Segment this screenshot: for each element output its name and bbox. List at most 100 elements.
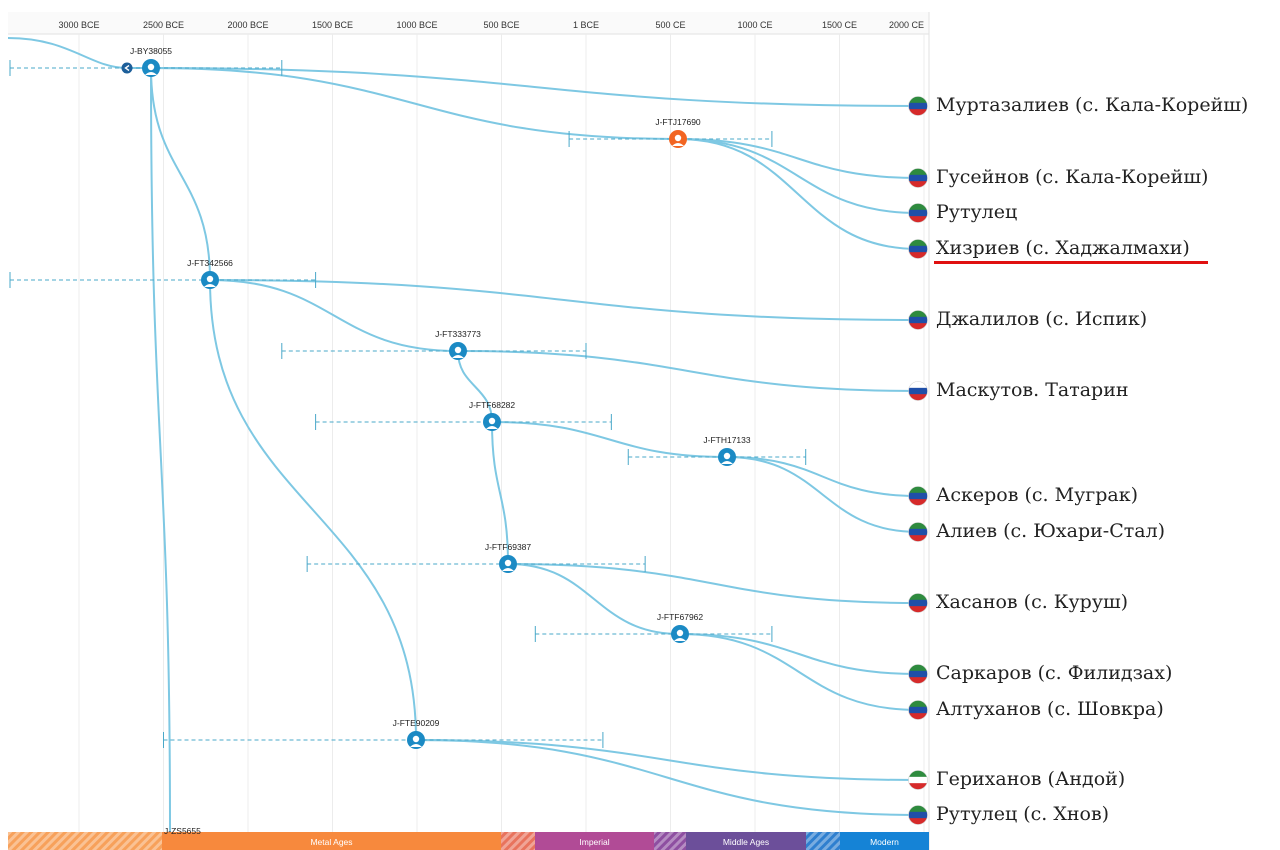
person-head-icon	[488, 417, 496, 425]
person-body-icon	[204, 284, 216, 287]
sample-label[interactable]: Саркаров (с. Филидзах)	[936, 662, 1173, 684]
tick-label: 1500 CE	[822, 20, 857, 30]
era-label: Metal Ages	[310, 837, 352, 847]
branch-line	[209, 279, 417, 741]
tree-node[interactable]: J-FTF68282	[469, 400, 516, 431]
flag-border	[908, 664, 928, 684]
branch-line	[726, 456, 919, 533]
sample-label[interactable]: Хизриев (с. Хаджалмахи)	[936, 237, 1190, 259]
sample-label[interactable]: Аскеров (с. Муграк)	[936, 484, 1138, 506]
era-segment: Metal Ages	[162, 832, 501, 850]
bottom-branch	[150, 67, 171, 833]
branch-line	[677, 138, 919, 214]
flag-icon	[908, 805, 928, 825]
person-body-icon	[674, 638, 686, 641]
branch-line	[415, 739, 919, 781]
flag-border	[908, 770, 928, 790]
tree-node[interactable]: J-FTE90209	[393, 718, 440, 749]
tick-label: 2500 BCE	[143, 20, 184, 30]
era-label: Imperial	[579, 837, 609, 847]
tree-node[interactable]: J-FT342566	[187, 258, 233, 289]
bottom-node-label: J-ZS5655	[164, 826, 201, 836]
person-head-icon	[504, 559, 512, 567]
node-label: J-FTH17133	[703, 435, 751, 445]
flag-icon	[908, 203, 928, 223]
sample-label[interactable]: Маскутов. Татарин	[936, 379, 1129, 401]
person-head-icon	[454, 346, 462, 354]
flag-icon	[908, 700, 928, 720]
node-label: J-FTF67962	[657, 612, 704, 622]
tree-node[interactable]: J-FT333773	[435, 329, 481, 360]
tree-node[interactable]: J-FTF69387	[485, 542, 532, 573]
era-segment: Middle Ages	[686, 832, 806, 850]
branch-line	[415, 739, 919, 816]
collapse-dot	[121, 62, 133, 74]
sample-label[interactable]: Гусейнов (с. Кала-Корейш)	[936, 166, 1209, 188]
tick-label: 1000 BCE	[396, 20, 437, 30]
sample-label[interactable]: Рутулец	[936, 201, 1018, 223]
timeline-header-bg	[8, 12, 929, 34]
flag-icon	[908, 770, 928, 790]
node-label: J-FTJ17690	[655, 117, 701, 127]
branch-line	[209, 279, 459, 352]
sample-label[interactable]: Гериханов (Андой)	[936, 768, 1126, 790]
person-head-icon	[723, 452, 731, 460]
node-label: J-FT333773	[435, 329, 481, 339]
flag-icon	[908, 310, 928, 330]
flag-icon	[908, 664, 928, 684]
branch-line	[150, 67, 919, 107]
branch-line	[726, 456, 919, 497]
tick-label: 1500 BCE	[312, 20, 353, 30]
branch-line	[457, 350, 493, 423]
flag-border	[908, 96, 928, 116]
flag-border	[908, 522, 928, 542]
era-segment: Modern	[840, 832, 929, 850]
root-branch	[7, 37, 128, 69]
node-label: J-FTF68282	[469, 400, 516, 410]
flag-icon	[908, 239, 928, 259]
flag-border	[908, 486, 928, 506]
branch-line	[679, 633, 919, 675]
flag-icon	[908, 593, 928, 613]
tree-canvas: 3000 BCE 2500 BCE 2000 BCE 1500 BCE 1000 BCE…	[7, 12, 930, 850]
flag-border	[908, 381, 928, 401]
flag-border	[908, 203, 928, 223]
tree-node[interactable]: J-FTH17133	[703, 435, 751, 466]
flag-border	[908, 593, 928, 613]
tick-label: 3000 BCE	[58, 20, 99, 30]
tree-node[interactable]: J-FTF67962	[657, 612, 704, 643]
person-body-icon	[502, 568, 514, 571]
highlight-underline	[934, 261, 1208, 264]
flag-border	[908, 700, 928, 720]
person-head-icon	[147, 63, 155, 71]
sample-label[interactable]: Муртазалиев (с. Кала-Корейш)	[936, 94, 1249, 116]
flag-icon	[908, 522, 928, 542]
branch-line	[491, 421, 509, 565]
node-label: J-FT342566	[187, 258, 233, 268]
sample-label[interactable]: Рутулец (с. Хнов)	[936, 803, 1110, 825]
branch-line	[457, 350, 919, 392]
sample-label[interactable]: Джалилов (с. Испик)	[936, 308, 1148, 330]
era-segment: Imperial	[535, 832, 654, 850]
flag-border	[908, 239, 928, 259]
person-head-icon	[206, 275, 214, 283]
flag-icon	[908, 168, 928, 188]
branch-line	[677, 138, 919, 179]
person-head-icon	[412, 735, 420, 743]
branch-line	[491, 421, 728, 458]
flag-border	[908, 805, 928, 825]
tick-label: 500 CE	[655, 20, 685, 30]
tree-node[interactable]: J-FTJ17690	[655, 117, 701, 148]
tick-label: 1 BCE	[573, 20, 599, 30]
flag-border	[908, 168, 928, 188]
branch-line	[507, 563, 681, 635]
era-segment	[501, 832, 535, 850]
sample-label[interactable]: Алиев (с. Юхари-Стал)	[936, 520, 1166, 542]
sample-label[interactable]: Алтуханов (с. Шовкра)	[936, 698, 1164, 720]
era-segment	[8, 832, 162, 850]
sample-label[interactable]: Хасанов (с. Куруш)	[936, 591, 1129, 613]
tree-node[interactable]: J-BY38055	[130, 46, 172, 77]
era-segment	[654, 832, 686, 850]
tick-label: 1000 CE	[737, 20, 772, 30]
collapse-node[interactable]	[121, 62, 133, 74]
